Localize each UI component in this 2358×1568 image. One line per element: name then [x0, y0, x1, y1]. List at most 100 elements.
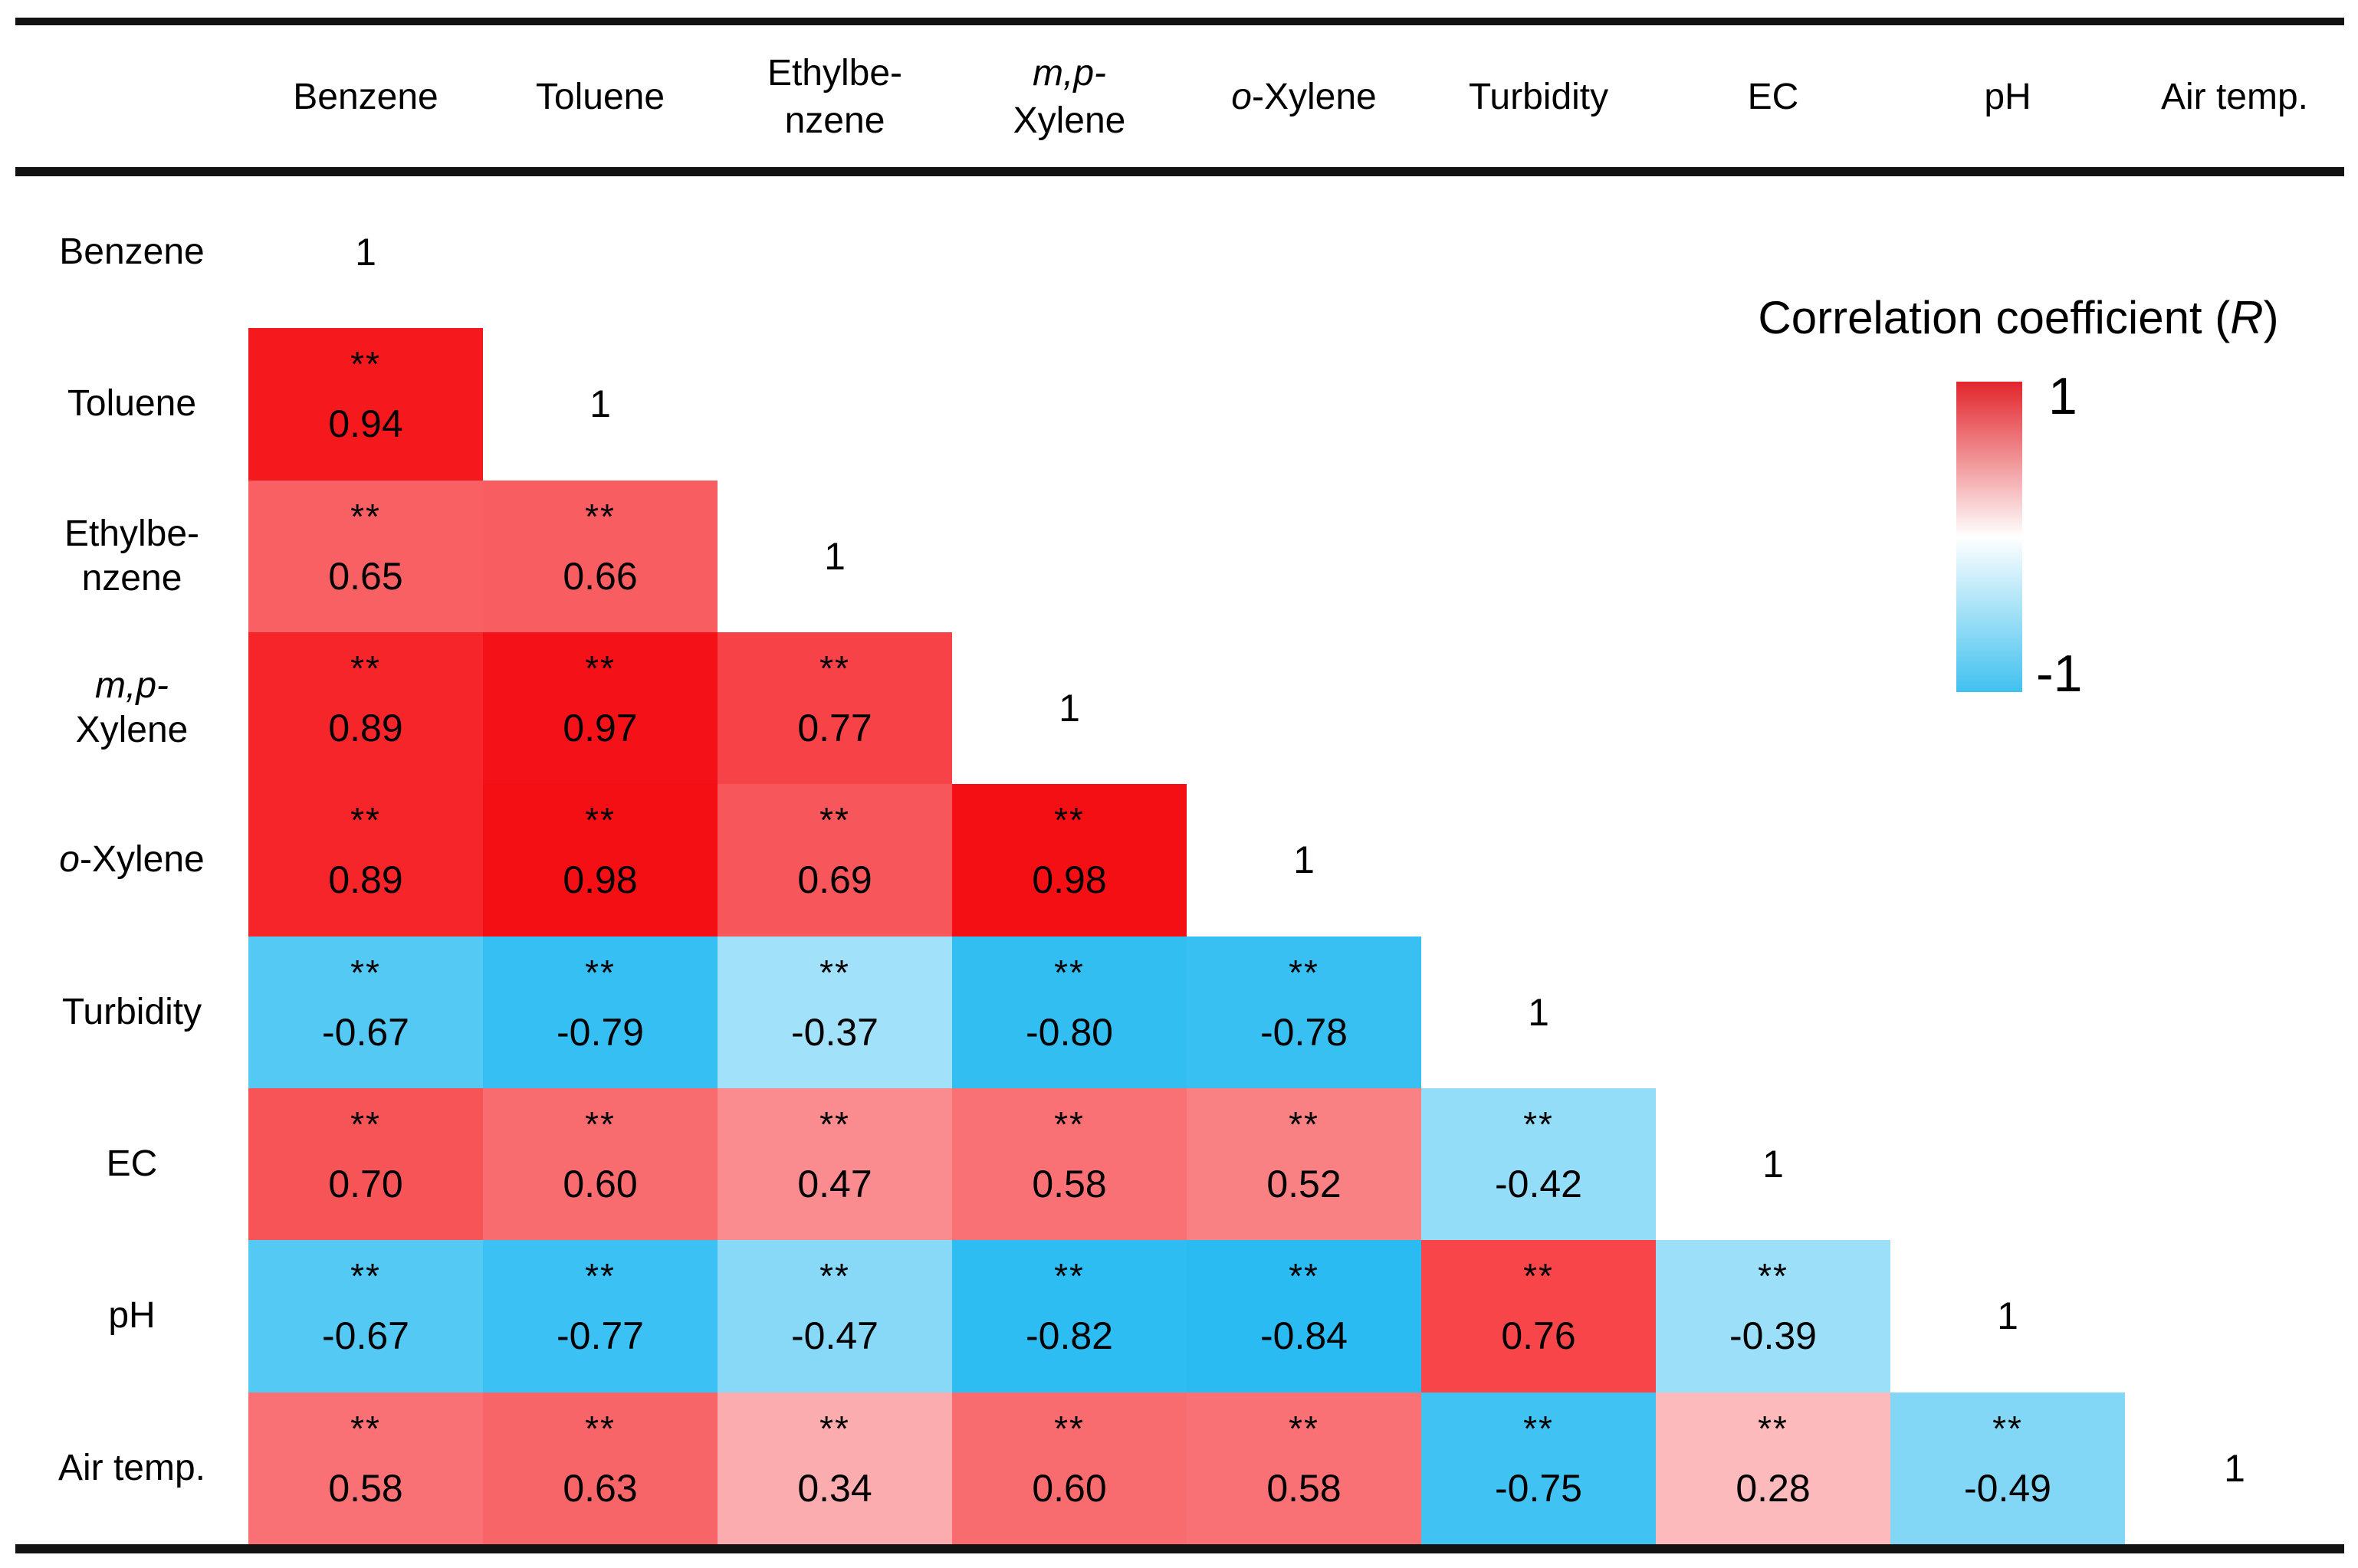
significance-marker: ** [350, 344, 381, 385]
cell-air-temp-benzene: ** 0.58 [248, 1392, 483, 1544]
cell-ec-diagonal: 1 [1762, 1143, 1784, 1186]
cell-ec-ethylbenzene: ** 0.47 [718, 1088, 952, 1241]
cell-air-temp-ec: ** 0.28 [1656, 1392, 1890, 1544]
significance-marker: ** [1289, 952, 1319, 992]
cell-air-temp-ph: ** -0.49 [1890, 1392, 2125, 1544]
cell-o-xylene-benzene: ** 0.89 [248, 784, 483, 937]
label-segment: ) [2263, 292, 2279, 343]
cell-o-xylene-diagonal: 1 [1293, 838, 1315, 882]
correlation-value: 0.52 [1266, 1163, 1342, 1206]
label-line: Turbidity [62, 990, 202, 1035]
significance-marker: ** [350, 800, 381, 841]
correlation-value: -0.67 [322, 1314, 409, 1358]
significance-marker: ** [1054, 1256, 1085, 1297]
significance-marker: ** [350, 496, 381, 536]
significance-marker: ** [1992, 1408, 2023, 1448]
cell-ec-turbidity: ** -0.42 [1421, 1088, 1656, 1241]
label-line: EC [107, 1142, 158, 1186]
correlation-value: -0.75 [1495, 1466, 1582, 1510]
cell-mp-xylene-diagonal: 1 [1059, 687, 1080, 730]
cell-o-xylene-toluene: ** 0.98 [483, 784, 718, 937]
label-segment: Turbidity [61, 991, 202, 1032]
significance-marker: ** [819, 1408, 850, 1448]
label-line: Ethylbe- [64, 512, 199, 556]
legend-min-label: -1 [2036, 645, 2083, 703]
legend-colorbar [1956, 382, 2022, 692]
significance-marker: ** [350, 1408, 381, 1448]
table-header-rule [15, 167, 2344, 176]
cell-toluene-diagonal: 1 [590, 382, 611, 426]
label-segment: EC [1747, 77, 1799, 117]
significance-marker: ** [1523, 1408, 1554, 1448]
significance-marker: ** [585, 952, 616, 992]
correlation-value: 0.98 [1032, 858, 1107, 902]
correlation-value: 0.60 [1032, 1466, 1107, 1510]
significance-marker: ** [350, 1104, 381, 1144]
correlation-value: 0.97 [563, 707, 638, 750]
significance-marker: ** [1289, 1256, 1319, 1297]
significance-marker: ** [819, 952, 850, 992]
cell-ph-ec: ** -0.39 [1656, 1240, 1890, 1393]
label-segment: Toluene [67, 383, 197, 425]
column-header-ec: EC [1656, 28, 1890, 167]
label-segment: Benzene [293, 77, 438, 117]
correlation-value: 0.60 [563, 1163, 638, 1206]
label-segment: Toluene [535, 77, 665, 117]
row-label-ec: EC [15, 1088, 248, 1240]
label-line: Benzene [293, 74, 438, 121]
significance-marker: ** [350, 952, 381, 992]
label-segment: -Xylene [79, 839, 205, 881]
label-segment: Turbidity [1468, 77, 1609, 117]
cell-turbidity-o-xylene: ** -0.78 [1187, 936, 1421, 1088]
cell-air-temp-turbidity: ** -0.75 [1421, 1392, 1656, 1544]
significance-marker: ** [1289, 1104, 1319, 1144]
column-header-benzene: Benzene [248, 28, 483, 167]
legend-title: Correlation coefficient (R) [1679, 291, 2358, 344]
significance-marker: ** [1758, 1408, 1788, 1448]
table-bottom-rule [15, 1544, 2344, 1553]
correlation-value: 0.94 [328, 402, 403, 446]
row-label-turbidity: Turbidity [15, 937, 248, 1088]
correlation-value: 0.58 [1266, 1466, 1342, 1510]
label-line: Xylene [76, 708, 189, 753]
cell-turbidity-toluene: ** -0.79 [483, 936, 718, 1088]
correlation-value: -0.49 [1964, 1466, 2051, 1510]
cell-turbidity-mp-xylene: ** -0.80 [952, 936, 1187, 1088]
column-header-mp-xylene: m,p- Xylene [952, 28, 1187, 167]
legend-max-label: 1 [2048, 367, 2077, 425]
label-segment: pH [108, 1295, 156, 1337]
significance-marker: ** [585, 648, 616, 688]
label-segment: m,p- [1033, 53, 1106, 93]
cell-ethylbenzene-benzene: ** 0.65 [248, 480, 483, 632]
cell-air-temp-toluene: ** 0.63 [483, 1392, 718, 1544]
label-segment: pH [1984, 77, 2031, 117]
significance-marker: ** [819, 800, 850, 841]
cell-toluene-benzene: ** 0.94 [248, 328, 483, 481]
row-label-o-xylene: o-Xylene [15, 784, 248, 936]
label-line: pH [108, 1294, 155, 1338]
cell-ec-benzene: ** 0.70 [248, 1088, 483, 1241]
correlation-value: -0.67 [322, 1010, 409, 1054]
column-header-o-xylene: o-Xylene [1187, 28, 1421, 167]
correlation-value: 0.89 [328, 707, 403, 750]
significance-marker: ** [1758, 1256, 1788, 1297]
correlation-value: -0.37 [791, 1010, 879, 1054]
significance-marker: ** [585, 496, 616, 536]
significance-marker: ** [819, 1104, 850, 1144]
label-line: pH [1984, 74, 2031, 121]
label-segment: EC [106, 1143, 158, 1185]
label-segment: o [1231, 77, 1252, 117]
label-line: Toluene [536, 74, 665, 121]
significance-marker: ** [819, 648, 850, 688]
significance-marker: ** [585, 1104, 616, 1144]
cell-ec-mp-xylene: ** 0.58 [952, 1088, 1187, 1241]
label-line: nzene [82, 556, 182, 601]
row-label-benzene: Benzene [15, 176, 248, 328]
correlation-value: 0.47 [797, 1163, 872, 1206]
correlation-value: 0.34 [797, 1466, 872, 1510]
cell-air-temp-diagonal: 1 [2224, 1446, 2245, 1490]
cell-ph-mp-xylene: ** -0.82 [952, 1240, 1187, 1393]
cell-ph-o-xylene: ** -0.84 [1187, 1240, 1421, 1393]
correlation-value: -0.39 [1729, 1314, 1817, 1358]
cell-benzene-diagonal: 1 [355, 231, 376, 274]
